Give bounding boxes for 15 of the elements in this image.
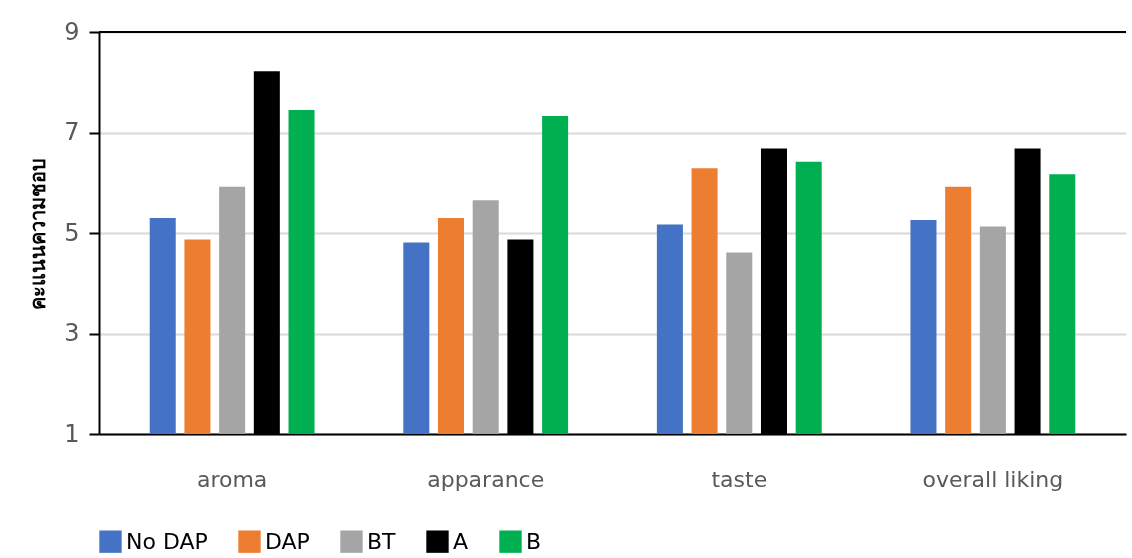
y-tick-label: 5 bbox=[64, 218, 80, 247]
y-tick-label: 1 bbox=[64, 419, 80, 448]
legend-label: B bbox=[526, 528, 542, 554]
x-tick-label: apparance bbox=[427, 466, 545, 492]
x-tick-label: taste bbox=[711, 466, 768, 492]
legend-label: No DAP bbox=[126, 528, 208, 554]
y-axis-title: คะแนนความชอบ bbox=[26, 157, 51, 310]
x-tick-label: aroma bbox=[196, 466, 268, 492]
legend-label: DAP bbox=[265, 528, 310, 554]
y-tick-label: 9 bbox=[64, 17, 80, 46]
legend-label: BT bbox=[367, 528, 397, 554]
legend-label: A bbox=[453, 528, 469, 554]
y-tick-label: 3 bbox=[64, 319, 80, 347]
y-tick-label: 7 bbox=[64, 118, 80, 146]
x-tick-label: overall liking bbox=[922, 466, 1064, 492]
